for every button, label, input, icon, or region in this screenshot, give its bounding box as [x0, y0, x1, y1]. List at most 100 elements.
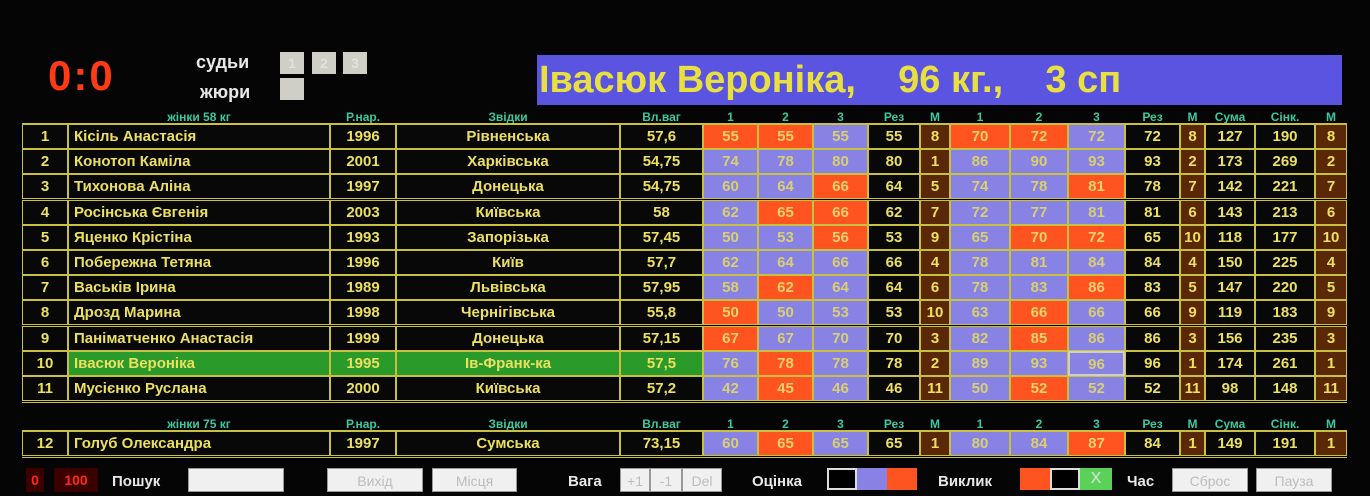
table-row[interactable]: 4 Росінська Євгенія 2003 Київська 58 62 65 66 62…	[22, 199, 1347, 225]
cell-body-weight: 57,2	[620, 376, 703, 401]
cell-body-weight: 54,75	[620, 174, 703, 200]
table-row[interactable]: 12 Голуб Олександра 1997 Сумська 73,15 60 65 65…	[22, 431, 1347, 457]
cell-snatch-place: 6	[920, 275, 950, 301]
judge-3-light: 3	[343, 52, 367, 74]
cell-snatch-2: 78	[758, 149, 813, 175]
call-black-swatch[interactable]	[1050, 468, 1080, 490]
cell-final-place: 4	[1315, 250, 1347, 275]
table-row[interactable]: 10 Івасюк Вероніка 1995 Ів-Франк-ка 57,5 76 78…	[22, 350, 1347, 376]
cell-body-weight: 54,75	[620, 149, 703, 175]
cell-final-place: 10	[1315, 224, 1347, 250]
cell-place: 5	[22, 224, 68, 250]
pause-button[interactable]: Пауза	[1256, 468, 1332, 492]
cell-snatch-1: 42	[703, 376, 758, 401]
minus-one-button[interactable]: -1	[650, 468, 682, 492]
reset-button[interactable]: Сброс	[1172, 468, 1248, 492]
cell-cj-1: 78	[950, 250, 1010, 275]
column-header-cj-3: 3	[1093, 417, 1100, 432]
grade-black-swatch[interactable]	[827, 468, 857, 490]
cell-final-place: 11	[1315, 376, 1347, 401]
judge-2-light: 2	[312, 52, 336, 74]
cell-sinclair: 235	[1255, 325, 1315, 351]
cell-birth-year: 2000	[330, 376, 396, 401]
cell-name: Конотоп Каміла	[68, 149, 330, 175]
cell-cj-3: 72	[1068, 224, 1125, 250]
cell-snatch-1: 74	[703, 149, 758, 175]
column-header-cj-1: 1	[976, 417, 984, 432]
weight-label: Вага	[568, 473, 602, 490]
table-row[interactable]: 8 Дрозд Марина 1998 Чернігівська 55,8 50 50 53 5…	[22, 300, 1347, 326]
call-red-swatch[interactable]	[1020, 468, 1050, 490]
cell-cj-place: 7	[1180, 174, 1205, 200]
cell-sinclair: 261	[1255, 350, 1315, 376]
jury-light	[280, 78, 304, 100]
cell-region: Чернігівська	[396, 300, 620, 326]
cell-body-weight: 55,8	[620, 300, 703, 326]
cell-snatch-1: 62	[703, 199, 758, 225]
group-title: жінки 58 кг	[167, 110, 231, 124]
cell-region: Харківська	[396, 149, 620, 175]
plus-one-button[interactable]: +1	[620, 468, 650, 492]
cell-snatch-1: 60	[703, 431, 758, 457]
cell-snatch-place: 8	[920, 124, 950, 149]
cell-place: 4	[22, 199, 68, 225]
column-header-final-place: М	[1326, 417, 1336, 432]
table-row[interactable]: 9 Паніматченко Анастасія 1999 Донецька 57,15…	[22, 325, 1347, 351]
cell-sinclair: 213	[1255, 199, 1315, 225]
cell-cj-result: 72	[1125, 124, 1180, 149]
table-row[interactable]: 5 Яценко Крістіна 1993 Запорізька 57,45 50 53 5…	[22, 224, 1347, 250]
column-header-snatch-place: М	[930, 417, 940, 432]
cell-snatch-place: 9	[920, 224, 950, 250]
column-header-snatch-2: 2	[782, 110, 789, 124]
cell-snatch-3: 46	[813, 376, 868, 401]
table-row[interactable]: 3 Тихонова Аліна 1997 Донецька 54,75 60 64 66 64…	[22, 174, 1347, 200]
table-row[interactable]: 7 Васьків Ірина 1989 Львівська 57,95 58 62 64 64…	[22, 275, 1347, 301]
cell-cj-place: 3	[1180, 325, 1205, 351]
cell-region: Сумська	[396, 431, 620, 457]
cell-cj-1: 74	[950, 174, 1010, 200]
search-input[interactable]	[188, 468, 284, 492]
cell-region: Донецька	[396, 325, 620, 351]
delete-button[interactable]: Del	[682, 468, 722, 492]
cell-final-place: 3	[1315, 325, 1347, 351]
cell-place: 11	[22, 376, 68, 401]
exit-button[interactable]: Вихід	[327, 468, 423, 492]
table-row[interactable]: 6 Побережна Тетяна 1996 Київ 57,7 62 64 66 66 4 78…	[22, 250, 1347, 275]
cell-region: Ів-Франк-ка	[396, 350, 620, 376]
cell-snatch-1: 62	[703, 250, 758, 275]
cell-body-weight: 57,6	[620, 124, 703, 149]
column-header-snatch-3: 3	[837, 110, 844, 124]
cell-final-place: 5	[1315, 275, 1347, 301]
table-row[interactable]: 1 Кісіль Анастасія 1996 Рівненська 57,6 55 55 5…	[22, 124, 1347, 149]
grade-fail-swatch[interactable]	[887, 468, 917, 490]
column-header-cj-result: Рез	[1142, 417, 1163, 432]
cell-final-place: 9	[1315, 300, 1347, 326]
cell-body-weight: 57,45	[620, 224, 703, 250]
cell-sinclair: 183	[1255, 300, 1315, 326]
cell-snatch-1: 55	[703, 124, 758, 149]
cell-cj-3: 52	[1068, 376, 1125, 401]
places-button[interactable]: Місця	[432, 468, 517, 492]
cell-snatch-2: 65	[758, 199, 813, 225]
cell-snatch-result: 62	[868, 199, 920, 225]
cell-body-weight: 57,15	[620, 325, 703, 351]
cell-cj-place: 11	[1180, 376, 1205, 401]
table-row[interactable]: 2 Конотоп Каміла 2001 Харківська 54,75 74 78 80…	[22, 149, 1347, 175]
cell-cj-place: 5	[1180, 275, 1205, 301]
divider	[22, 402, 1347, 404]
cell-total: 174	[1205, 350, 1255, 376]
grade-good-swatch[interactable]	[857, 468, 887, 490]
call-x-button[interactable]: X	[1080, 468, 1112, 490]
cell-birth-year: 1995	[330, 350, 396, 376]
table-row[interactable]: 11 Мусієнко Руслана 2000 Київська 57,2 42 45 46…	[22, 376, 1347, 401]
cell-snatch-1: 60	[703, 174, 758, 200]
cell-snatch-3: 65	[813, 431, 868, 457]
cell-sinclair: 220	[1255, 275, 1315, 301]
column-header-snatch-3: 3	[837, 417, 844, 432]
cell-place: 7	[22, 275, 68, 301]
cell-name: Кісіль Анастасія	[68, 124, 330, 149]
cell-name: Яценко Крістіна	[68, 224, 330, 250]
cell-snatch-3: 56	[813, 224, 868, 250]
cell-snatch-place: 11	[920, 376, 950, 401]
cell-name: Івасюк Вероніка	[68, 350, 330, 376]
